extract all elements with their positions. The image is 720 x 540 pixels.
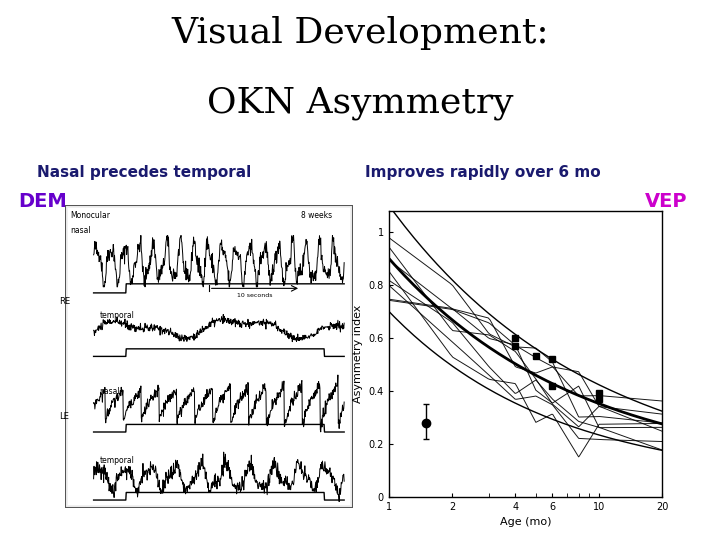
Text: Visual Development:: Visual Development: bbox=[171, 16, 549, 50]
Text: nasal: nasal bbox=[71, 226, 91, 235]
Text: Nasal precedes temporal: Nasal precedes temporal bbox=[37, 165, 251, 180]
X-axis label: Age (mo): Age (mo) bbox=[500, 517, 552, 527]
Text: Improves rapidly over 6 mo: Improves rapidly over 6 mo bbox=[364, 165, 600, 180]
Y-axis label: Asymmetry index: Asymmetry index bbox=[353, 305, 363, 403]
Text: RE: RE bbox=[59, 298, 70, 307]
Text: LE: LE bbox=[59, 413, 69, 421]
Text: 10 seconds: 10 seconds bbox=[237, 293, 273, 298]
Text: nasal: nasal bbox=[99, 387, 120, 396]
Text: temporal: temporal bbox=[99, 456, 134, 465]
Text: temporal: temporal bbox=[99, 311, 134, 320]
Text: VEP: VEP bbox=[645, 192, 688, 211]
Text: DEM: DEM bbox=[18, 192, 67, 211]
Text: OKN Asymmetry: OKN Asymmetry bbox=[207, 86, 513, 120]
Text: 8 weeks: 8 weeks bbox=[301, 211, 332, 220]
Text: Monocular: Monocular bbox=[71, 211, 111, 220]
